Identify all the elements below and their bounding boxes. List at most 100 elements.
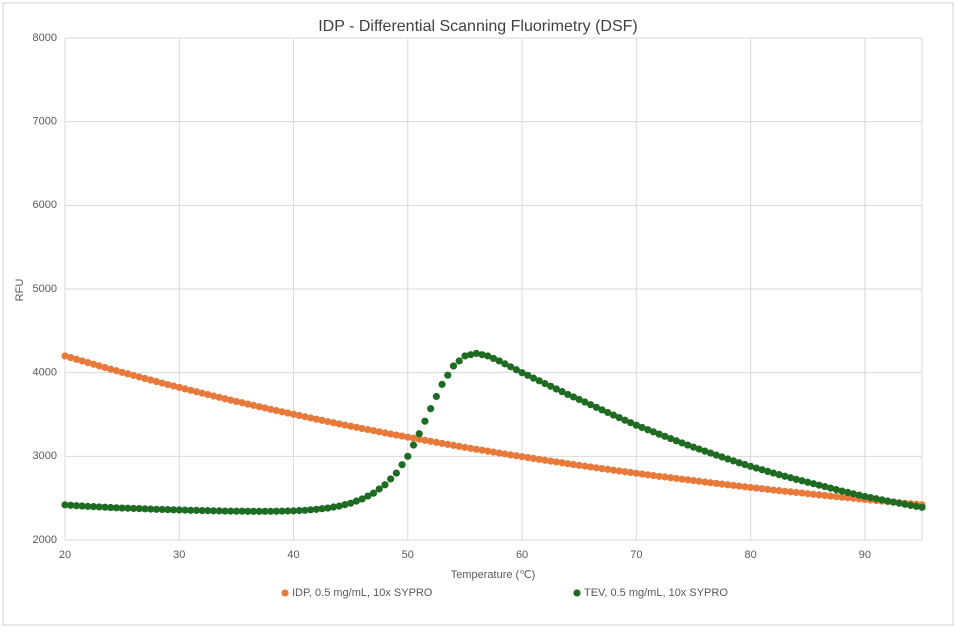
- point: [72, 502, 81, 510]
- point: [392, 469, 400, 477]
- point: [489, 448, 498, 456]
- point: [187, 386, 195, 394]
- point: [661, 432, 669, 440]
- point: [381, 429, 389, 437]
- point: [307, 414, 315, 422]
- point: [278, 408, 286, 416]
- point: [804, 478, 812, 486]
- point: [209, 507, 218, 515]
- point: [524, 371, 532, 379]
- point: [718, 453, 726, 461]
- point: [604, 408, 612, 417]
- point: [495, 449, 503, 457]
- point: [295, 506, 303, 515]
- point: [329, 503, 338, 511]
- point: [164, 380, 172, 389]
- point: [821, 491, 829, 500]
- point: [232, 507, 240, 515]
- point: [518, 453, 526, 461]
- point: [826, 492, 835, 500]
- point: [147, 376, 155, 384]
- point: [449, 362, 458, 370]
- y-tick-label: 2000: [33, 534, 57, 546]
- point: [844, 494, 852, 502]
- legend-label: IDP, 0.5 mg/mL, 10x SYPRO: [292, 587, 433, 599]
- point: [267, 507, 275, 515]
- point: [735, 482, 743, 490]
- point: [261, 507, 269, 515]
- y-tick-label: 4000: [33, 367, 57, 379]
- point: [575, 461, 583, 469]
- point: [364, 492, 372, 500]
- point: [547, 457, 555, 465]
- point: [866, 493, 875, 502]
- point: [169, 382, 178, 390]
- point: [455, 357, 463, 365]
- point: [638, 423, 646, 432]
- point: [792, 488, 800, 497]
- point: [758, 466, 766, 474]
- point: [855, 491, 863, 499]
- point: [741, 460, 749, 469]
- point: [181, 385, 189, 393]
- point: [826, 484, 835, 492]
- point: [609, 466, 618, 474]
- point: [781, 487, 789, 495]
- point: [415, 435, 423, 443]
- point: [512, 366, 520, 374]
- point: [472, 349, 480, 358]
- point: [112, 504, 121, 512]
- point: [61, 501, 69, 509]
- point: [284, 507, 292, 515]
- point: [535, 377, 543, 385]
- point: [409, 434, 418, 442]
- point: [347, 422, 355, 430]
- point: [415, 430, 423, 438]
- point: [392, 431, 400, 439]
- point: [421, 436, 429, 444]
- point: [655, 430, 663, 438]
- point: [604, 465, 612, 473]
- point: [129, 504, 138, 513]
- point: [838, 493, 846, 501]
- point: [758, 485, 766, 493]
- point: [564, 460, 572, 468]
- point: [461, 352, 469, 360]
- point: [84, 359, 92, 367]
- y-tick-label: 8000: [33, 32, 57, 44]
- point: [718, 480, 726, 488]
- point: [375, 428, 383, 436]
- point: [786, 488, 795, 496]
- x-tick-label: 40: [287, 549, 299, 561]
- point: [467, 444, 475, 452]
- point: [255, 403, 263, 411]
- point: [689, 476, 698, 485]
- point: [815, 491, 823, 499]
- point: [878, 496, 886, 504]
- point: [901, 500, 909, 508]
- point: [781, 472, 789, 480]
- point: [735, 459, 743, 467]
- point: [409, 441, 418, 449]
- point: [198, 506, 206, 515]
- point: [906, 501, 915, 509]
- point: [667, 474, 675, 482]
- point: [649, 471, 658, 480]
- point: [175, 383, 183, 392]
- point: [861, 492, 869, 501]
- point: [289, 507, 298, 515]
- point: [598, 406, 606, 414]
- point: [341, 501, 349, 509]
- point: [164, 506, 172, 514]
- point: [221, 507, 229, 515]
- point: [432, 438, 440, 446]
- point: [375, 485, 383, 493]
- x-tick-label: 20: [59, 549, 71, 561]
- point: [249, 507, 258, 515]
- point: [489, 354, 498, 363]
- point: [301, 506, 309, 514]
- point: [284, 409, 292, 417]
- point: [472, 445, 480, 453]
- point: [912, 502, 920, 510]
- point: [775, 471, 783, 479]
